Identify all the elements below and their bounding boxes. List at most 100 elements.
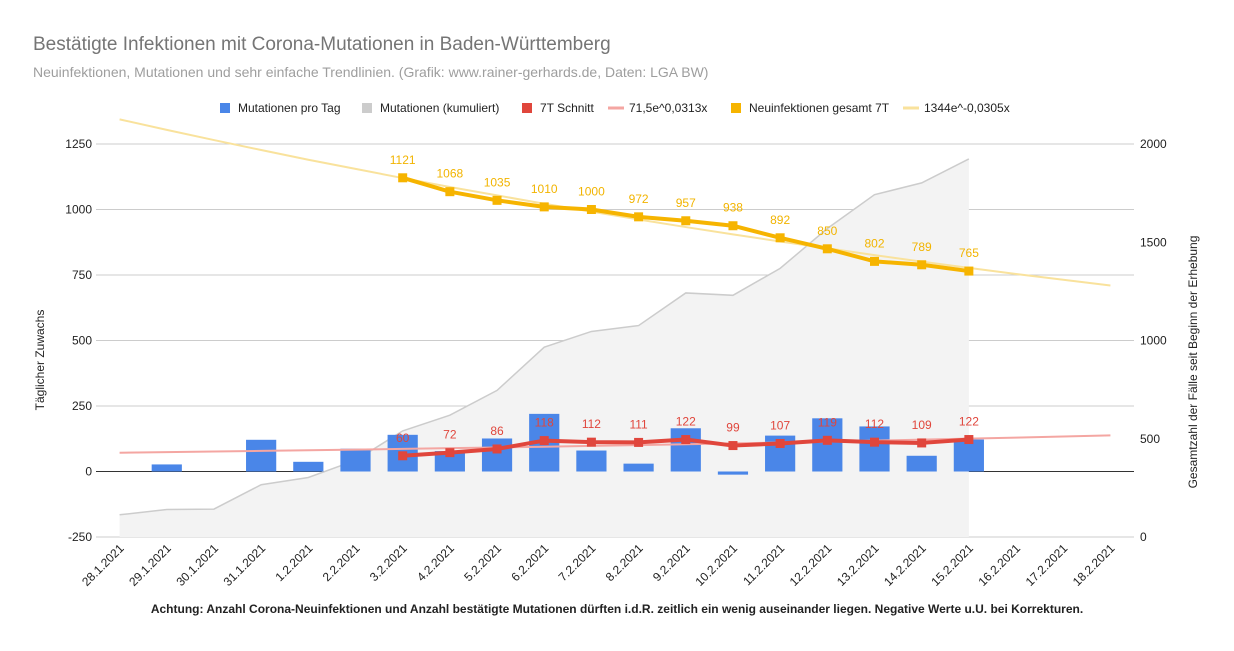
legend-label-5: 1344e^-0,0305x xyxy=(924,101,1010,115)
bar-7.2.2021 xyxy=(576,450,607,472)
avg7-label-4.2.2021: 72 xyxy=(443,428,457,442)
avg7-point-14.2.2021 xyxy=(917,438,927,448)
bar-12.2.2021 xyxy=(812,418,843,472)
avg7-label-7.2.2021: 112 xyxy=(582,417,601,431)
avg7-point-5.2.2021 xyxy=(492,444,502,454)
legend-label-4: Neuinfektionen gesamt 7T xyxy=(749,101,890,115)
y-right-tick-0: 0 xyxy=(1140,530,1147,544)
avg7-point-12.2.2021 xyxy=(822,435,832,445)
total7-label-9.2.2021: 957 xyxy=(676,196,696,210)
total7-label-6.2.2021: 1010 xyxy=(531,182,558,196)
total7-point-14.2.2021 xyxy=(917,260,927,270)
bar-1.2.2021 xyxy=(293,461,324,472)
x-tick-18.2.2021: 18.2.2021 xyxy=(1070,541,1118,589)
x-tick-10.2.2021: 10.2.2021 xyxy=(692,541,740,589)
avg7-label-5.2.2021: 86 xyxy=(490,424,504,438)
y-left-tick-6: 1250 xyxy=(65,137,92,151)
series-bars xyxy=(151,413,984,475)
series-cumulative-area xyxy=(119,158,970,537)
bar-9.2.2021 xyxy=(670,428,701,472)
legend-swatch-4 xyxy=(731,103,741,113)
legend-swatch-1 xyxy=(362,103,372,113)
x-tick-16.2.2021: 16.2.2021 xyxy=(976,541,1024,589)
bar-29.1.2021 xyxy=(151,464,182,472)
x-tick-7.2.2021: 7.2.2021 xyxy=(556,541,599,584)
legend-label-1: Mutationen (kumuliert) xyxy=(380,101,499,115)
y-left-tick-1: 0 xyxy=(85,465,92,479)
total7-label-13.2.2021: 802 xyxy=(864,236,884,250)
chart: Mutationen pro Tag Mutationen (kumuliert)… xyxy=(33,101,1200,589)
bar-10.2.2021 xyxy=(717,471,749,475)
x-tick-12.2.2021: 12.2.2021 xyxy=(787,541,835,589)
bar-2.2.2021 xyxy=(340,448,371,472)
chart-footnote: Achtung: Anzahl Corona-Neuinfektionen un… xyxy=(150,602,1084,616)
avg7-label-14.2.2021: 109 xyxy=(912,418,932,432)
total7-label-8.2.2021: 972 xyxy=(629,192,649,206)
avg7-label-10.2.2021: 99 xyxy=(726,421,740,435)
total7-label-14.2.2021: 789 xyxy=(912,240,932,254)
avg7-point-9.2.2021 xyxy=(681,435,691,445)
avg7-label-15.2.2021: 122 xyxy=(959,415,979,429)
x-tick-6.2.2021: 6.2.2021 xyxy=(508,541,551,584)
total7-label-12.2.2021: 850 xyxy=(817,224,837,238)
legend-label-0: Mutationen pro Tag xyxy=(238,101,341,115)
avg7-label-8.2.2021: 111 xyxy=(629,417,648,431)
chart-title: Bestätigte Infektionen mit Corona-Mutati… xyxy=(33,34,611,55)
total7-label-5.2.2021: 1035 xyxy=(484,175,511,189)
chart-subtitle: Neuinfektionen, Mutationen und sehr einf… xyxy=(33,64,709,80)
total7-label-7.2.2021: 1000 xyxy=(578,185,605,199)
legend: Mutationen pro Tag Mutationen (kumuliert)… xyxy=(220,101,1010,115)
bar-31.1.2021 xyxy=(246,439,277,472)
total7-label-10.2.2021: 938 xyxy=(723,201,743,215)
bar-14.2.2021 xyxy=(906,455,937,472)
y-left-tick-5: 1000 xyxy=(65,203,92,217)
avg7-point-3.2.2021 xyxy=(398,451,408,461)
total7-point-10.2.2021 xyxy=(728,221,738,231)
x-tick-28.1.2021: 28.1.2021 xyxy=(79,541,127,589)
total7-point-7.2.2021 xyxy=(586,205,596,214)
total7-point-5.2.2021 xyxy=(492,195,502,205)
x-tick-4.2.2021: 4.2.2021 xyxy=(414,541,457,584)
legend-label-2: 7T Schnitt xyxy=(540,101,594,115)
x-tick-8.2.2021: 8.2.2021 xyxy=(603,541,646,584)
avg7-label-13.2.2021: 112 xyxy=(865,417,884,431)
total7-point-11.2.2021 xyxy=(775,233,785,243)
x-tick-2.2.2021: 2.2.2021 xyxy=(320,541,363,584)
avg7-label-11.2.2021: 107 xyxy=(770,418,790,432)
avg7-point-7.2.2021 xyxy=(586,437,596,447)
y-left-axis-title: Täglicher Zuwachs xyxy=(33,310,47,411)
total7-point-9.2.2021 xyxy=(681,216,691,226)
total7-point-4.2.2021 xyxy=(445,187,455,197)
x-tick-1.2.2021: 1.2.2021 xyxy=(273,541,316,584)
y-left-tick-4: 750 xyxy=(72,268,92,282)
series-lines xyxy=(398,173,974,461)
bar-15.2.2021 xyxy=(953,439,984,472)
y-right-tick-2: 1000 xyxy=(1140,334,1167,348)
trendline-red xyxy=(119,434,1111,454)
bar-8.2.2021 xyxy=(623,463,654,472)
x-tick-30.1.2021: 30.1.2021 xyxy=(173,541,221,589)
legend-swatch-2 xyxy=(522,103,532,113)
legend-label-3: 71,5e^0,0313x xyxy=(629,101,707,115)
y-left-tick-2: 250 xyxy=(72,399,92,413)
x-tick-11.2.2021: 11.2.2021 xyxy=(740,541,787,588)
avg7-point-15.2.2021 xyxy=(964,435,974,445)
x-tick-15.2.2021: 15.2.2021 xyxy=(928,541,976,589)
x-tick-31.1.2021: 31.1.2021 xyxy=(221,541,269,589)
x-tick-5.2.2021: 5.2.2021 xyxy=(461,541,504,584)
avg7-label-6.2.2021: 118 xyxy=(535,416,554,430)
x-tick-14.2.2021: 14.2.2021 xyxy=(881,541,929,589)
avg7-point-8.2.2021 xyxy=(634,437,644,447)
total7-point-3.2.2021 xyxy=(398,173,408,183)
x-tick-3.2.2021: 3.2.2021 xyxy=(367,541,410,584)
avg7-label-9.2.2021: 122 xyxy=(676,415,696,429)
legend-swatch-0 xyxy=(220,103,230,113)
total7-point-13.2.2021 xyxy=(870,256,879,266)
y-left-tick-0: -250 xyxy=(68,530,92,544)
total7-point-15.2.2021 xyxy=(964,266,974,276)
x-tick-13.2.2021: 13.2.2021 xyxy=(834,541,882,589)
y-right-axis-title: Gesamtzahl der Fälle seit Beginn der Erh… xyxy=(1186,236,1200,489)
avg7-label-12.2.2021: 119 xyxy=(818,415,837,429)
avg7-point-6.2.2021 xyxy=(539,436,549,446)
total7-point-6.2.2021 xyxy=(539,202,549,212)
